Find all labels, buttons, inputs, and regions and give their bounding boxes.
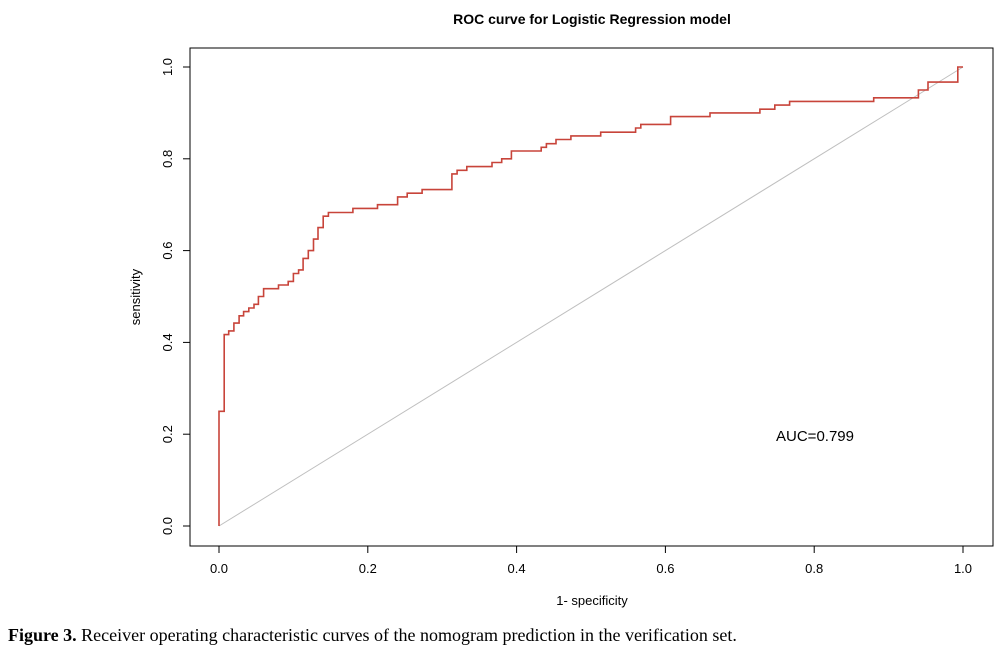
reference-diagonal-line — [218, 66, 964, 527]
x-tick-label: 0.8 — [805, 561, 823, 576]
x-tick-label: 0.2 — [359, 561, 377, 576]
figure-caption-text: Receiver operating characteristic curves… — [76, 625, 737, 645]
y-tick-label: 0.0 — [160, 517, 175, 535]
x-axis: 0.0 0.2 0.4 0.6 0.8 1.0 — [210, 545, 972, 576]
y-tick-label: 0.2 — [160, 425, 175, 443]
figure-caption: Figure 3. Receiver operating characteris… — [8, 625, 737, 646]
y-tick-label: 0.6 — [160, 242, 175, 260]
y-tick-label: 0.8 — [160, 150, 175, 168]
y-tick-label: 0.4 — [160, 333, 175, 351]
y-axis-label: sensitivity — [128, 268, 143, 325]
x-tick-label: 0.4 — [508, 561, 526, 576]
auc-annotation: AUC=0.799 — [776, 428, 854, 445]
roc-curve-line — [218, 66, 963, 526]
reference-diagonal-layer — [218, 66, 964, 527]
y-axis: 0.0 0.2 0.4 0.6 0.8 1.0 — [160, 58, 191, 535]
x-tick-label: 0.0 — [210, 561, 228, 576]
series-layer — [218, 66, 963, 526]
roc-chart: ROC curve for Logistic Regression model … — [128, 11, 994, 608]
x-axis-label: 1- specificity — [556, 593, 628, 608]
x-tick-label: 0.6 — [656, 561, 674, 576]
x-tick-label: 1.0 — [954, 561, 972, 576]
chart-title: ROC curve for Logistic Regression model — [453, 11, 731, 27]
figure-caption-label: Figure 3. — [8, 625, 77, 645]
y-tick-label: 1.0 — [160, 58, 175, 76]
